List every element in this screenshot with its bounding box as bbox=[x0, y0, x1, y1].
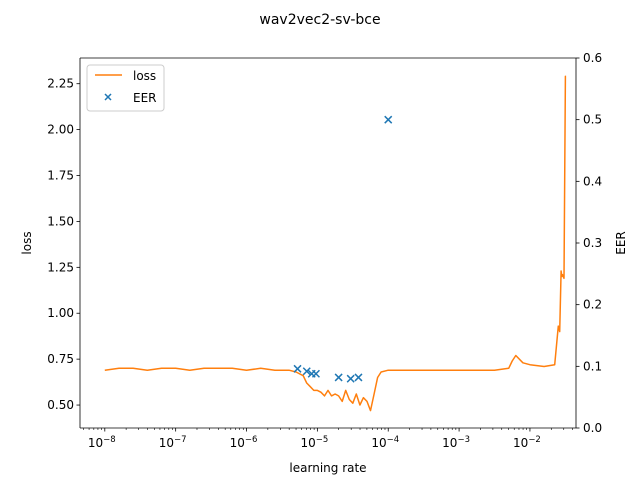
y-tick-label: 0.75 bbox=[47, 352, 74, 366]
legend: loss EER bbox=[86, 64, 165, 112]
x-axis-ticks: 10−8 10−7 10−6 10−5 10−4 10−3 10−2 bbox=[83, 428, 573, 450]
y-tick-label: 0.50 bbox=[47, 398, 74, 412]
eer-point bbox=[293, 364, 302, 373]
eer-marker-stroke bbox=[354, 373, 363, 382]
x-tick-label: 10−6 bbox=[230, 435, 258, 450]
eer-marker-stroke bbox=[311, 369, 320, 378]
legend-label-loss: loss bbox=[133, 69, 156, 83]
x-tick-label: 10−8 bbox=[88, 435, 116, 450]
x-tick-label: 10−3 bbox=[442, 435, 470, 450]
loss-line bbox=[104, 75, 567, 412]
x-tick-label: 10−5 bbox=[300, 435, 328, 450]
y2-tick-label: 0.6 bbox=[583, 51, 602, 65]
y-tick-label: 1.75 bbox=[47, 169, 74, 183]
y2-tick-label: 0.2 bbox=[583, 298, 602, 312]
eer-point bbox=[346, 374, 355, 383]
eer-marker-stroke bbox=[334, 373, 343, 382]
x-tick-label: 10−2 bbox=[513, 435, 541, 450]
y-axis-ticks: 0.50 0.75 1.00 1.25 1.50 1.75 2.00 2.25 bbox=[47, 77, 80, 412]
y2-tick-label: 0.1 bbox=[583, 359, 602, 373]
x-axis-label: learning rate bbox=[289, 461, 366, 475]
y-tick-label: 1.00 bbox=[47, 306, 74, 320]
eer-point bbox=[311, 369, 320, 378]
y-tick-label: 2.00 bbox=[47, 123, 74, 137]
eer-point bbox=[302, 367, 311, 376]
legend-swatch-eer bbox=[104, 93, 112, 101]
y-tick-label: 2.25 bbox=[47, 77, 74, 91]
y2-tick-label: 0.0 bbox=[583, 421, 602, 435]
eer-point bbox=[384, 115, 393, 124]
legend-label-eer: EER bbox=[133, 91, 157, 105]
eer-marker-stroke bbox=[346, 374, 355, 383]
eer-point bbox=[334, 373, 343, 382]
x-tick-label: 10−7 bbox=[159, 435, 187, 450]
y-tick-label: 1.50 bbox=[47, 214, 74, 228]
y2-tick-label: 0.4 bbox=[583, 174, 602, 188]
eer-marker-stroke bbox=[293, 364, 302, 373]
eer-marker-stroke bbox=[384, 115, 393, 124]
y2-tick-label: 0.3 bbox=[583, 236, 602, 250]
y2-axis-label: EER bbox=[614, 231, 628, 255]
y-axis-label: loss bbox=[20, 231, 34, 254]
eer-marker-stroke bbox=[302, 367, 311, 376]
chart-title: wav2vec2-sv-bce bbox=[259, 12, 380, 28]
x-tick-label: 10−4 bbox=[371, 435, 399, 450]
y2-tick-label: 0.5 bbox=[583, 113, 602, 127]
y-tick-label: 1.25 bbox=[47, 260, 74, 274]
series-layer bbox=[104, 75, 567, 412]
eer-point bbox=[354, 373, 363, 382]
plot-area bbox=[80, 58, 576, 428]
y2-axis-ticks: 0.0 0.1 0.2 0.3 0.4 0.5 0.6 bbox=[576, 51, 602, 435]
